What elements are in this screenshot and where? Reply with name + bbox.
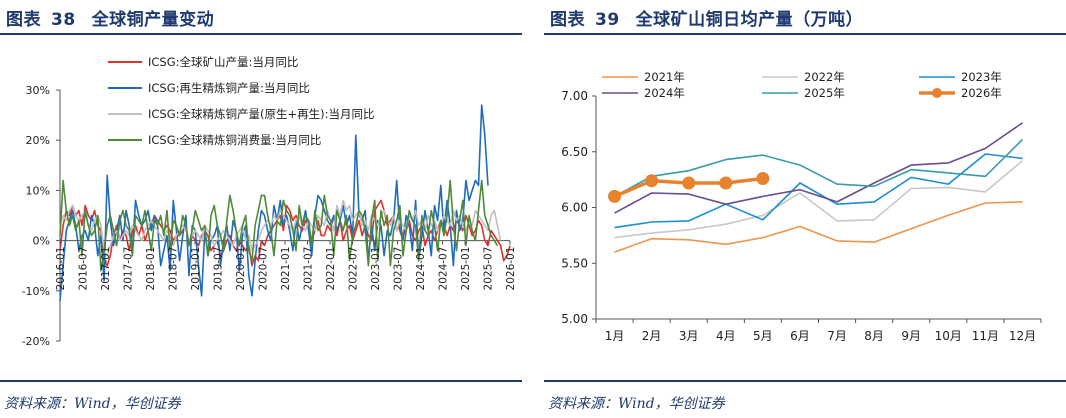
- legend-label: 2021年: [644, 70, 685, 84]
- point-marker: [719, 176, 733, 190]
- x-tick-label: 2019-01: [190, 247, 202, 291]
- line-series-1: [614, 160, 1024, 239]
- x-tick-label: 2023-07: [393, 247, 405, 291]
- x-tick-label: 2023-01: [370, 247, 382, 291]
- copy-production-chart: -20% -10% 0% 10% 20% 30% 2016-01 2016-07 2017-01…: [22, 55, 517, 348]
- chart-title-38: 图表 38 全球铜产量变动: [6, 5, 214, 30]
- x-tick-label: 1月: [605, 329, 625, 343]
- mine-copper-daily-chart: 5.00 5.50 6.00 6.50 7.00 1月 2月 3月 4月 5月 6月 7月 8月 9月 10…: [561, 70, 1042, 343]
- legend-marker: [932, 88, 942, 98]
- title-prefix: 图表: [6, 10, 41, 30]
- line-series-2: [614, 153, 1023, 229]
- title-number: 39: [595, 10, 620, 30]
- x-tick-label: 2024-07: [438, 247, 450, 291]
- point-marker: [608, 189, 622, 203]
- x-tick-label: 10月: [935, 329, 962, 343]
- point-marker: [682, 176, 696, 190]
- x-tick-label: 6月: [790, 329, 810, 343]
- x-tick-label: 2020-07: [258, 247, 270, 291]
- source-note: 资料来源：Wind，华创证券: [4, 396, 181, 412]
- x-tick-label: 2021-01: [280, 247, 292, 291]
- source-note: 资料来源：Wind，华创证券: [548, 396, 725, 412]
- x-tick-label: 5月: [753, 329, 773, 343]
- legend-label: 2022年: [804, 70, 845, 84]
- legend-label: ICSG:全球矿山产量:当月同比: [148, 55, 298, 69]
- x-tick-label: 11月: [972, 329, 999, 343]
- y-tick-label: 10%: [26, 184, 50, 197]
- x-tick-label: 7月: [827, 329, 847, 343]
- x-tick-label: 2018-07: [168, 247, 180, 291]
- y-tick-label: 7.00: [561, 89, 588, 103]
- y-tick-label: -20%: [22, 335, 50, 348]
- title-rule: [544, 33, 1066, 35]
- y-tick-label: 6.00: [561, 201, 588, 215]
- line-series-3: [59, 179, 499, 272]
- x-tick-label: 2019-07: [213, 247, 225, 291]
- chart-panel-39: 图表 39 全球矿山铜日均产量（万吨） 5.00 5.50 6.00 6.50 7.00 1月…: [544, 0, 1066, 418]
- legend-label: ICSG:再生精炼铜产量:当月同比: [148, 81, 310, 95]
- y-tick-label: 5.50: [561, 256, 588, 270]
- legend: ICSG:全球矿山产量:当月同比 ICSG:再生精炼铜产量:当月同比 ICSG:全球…: [108, 55, 375, 147]
- x-tick-label: 8月: [864, 329, 884, 343]
- legend-label: 2025年: [804, 86, 845, 100]
- title-number: 38: [51, 10, 76, 30]
- y-tick-label: 20%: [26, 134, 50, 147]
- x-tick-label: 2025-07: [483, 247, 495, 291]
- chart-panel-38: 图表 38 全球铜产量变动 -20% -10% 0% 10% 20% 30% 2016-01 20…: [0, 0, 522, 418]
- x-tick-label: 2017-07: [123, 247, 135, 291]
- legend-label: 2026年: [961, 86, 1002, 100]
- y-tick-label: 6.50: [561, 145, 588, 159]
- legend-label: ICSG:全球精炼铜产量(原生+再生):当月同比: [148, 107, 375, 121]
- x-tick-label: 2022-07: [348, 247, 360, 291]
- chart-title-39: 图表 39 全球矿山铜日均产量（万吨）: [550, 5, 863, 30]
- x-tick-label: 2016-01: [55, 247, 67, 291]
- x-tick-label: 4月: [716, 329, 736, 343]
- legend-label: 2024年: [644, 86, 685, 100]
- x-tick-label: 2025-01: [460, 247, 472, 291]
- x-tick-label: 2018-01: [145, 247, 157, 291]
- x-tick-label: 2017-01: [100, 247, 112, 291]
- x-tick-label: 2020-01: [235, 247, 247, 291]
- title-text: 全球铜产量变动: [91, 10, 215, 30]
- line-series-4: [614, 138, 1024, 198]
- x-tick-label: 3月: [679, 329, 699, 343]
- x-tick-label: 2024-01: [415, 247, 427, 291]
- y-tick-label: 5.00: [561, 312, 588, 326]
- legend-label: 2023年: [961, 70, 1002, 84]
- x-tick-label: 2022-01: [325, 247, 337, 291]
- x-tick-label: 2016-07: [78, 247, 90, 291]
- y-tick-label: 0%: [33, 235, 50, 248]
- point-marker: [756, 172, 770, 186]
- line-series-0: [614, 201, 1023, 253]
- source-rule: [544, 380, 1066, 382]
- title-prefix: 图表: [550, 10, 585, 30]
- source-rule: [0, 380, 522, 382]
- line-series-3: [614, 122, 1023, 214]
- x-tick-label: 2月: [642, 329, 662, 343]
- legend: 2021年 2022年 2023年 2024年 2025年 2026年: [602, 70, 1002, 100]
- title-text: 全球矿山铜日均产量（万吨）: [635, 10, 864, 30]
- title-rule: [0, 33, 522, 35]
- y-tick-label: -10%: [22, 285, 50, 298]
- x-tick-label: 12月: [1009, 329, 1036, 343]
- x-tick-label: 2021-07: [303, 247, 315, 291]
- y-tick-label: 30%: [26, 84, 50, 97]
- x-tick-label: 2026-01: [505, 247, 517, 291]
- x-tick-label: 9月: [901, 329, 921, 343]
- line-series-2: [59, 199, 502, 257]
- point-marker: [645, 174, 659, 188]
- legend-label: ICSG:全球精炼铜消费量:当月同比: [148, 133, 321, 147]
